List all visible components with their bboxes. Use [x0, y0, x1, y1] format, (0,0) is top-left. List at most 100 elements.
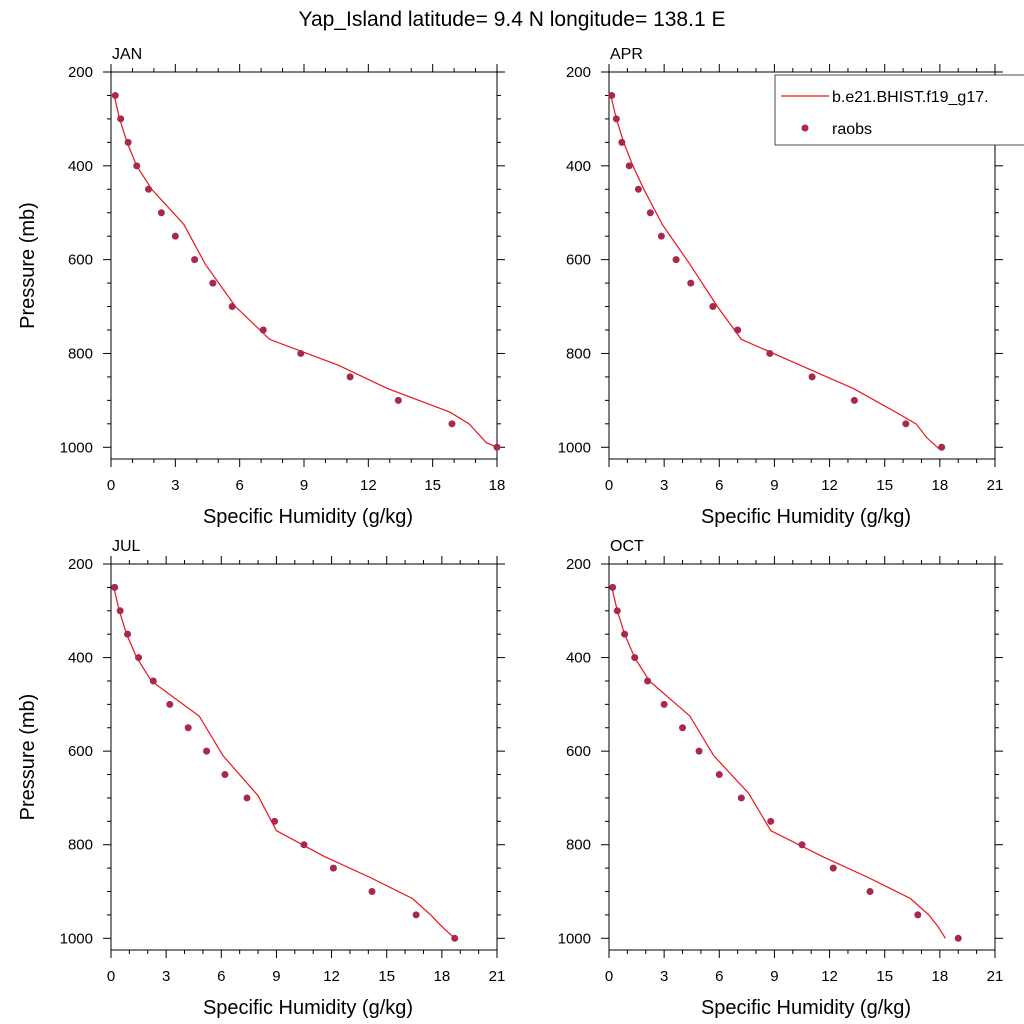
raobs-point [259, 326, 267, 334]
raobs-point [938, 443, 946, 451]
raobs-point [695, 747, 703, 755]
x-tick-label: 21 [987, 477, 1004, 494]
x-axis-label: Specific Humidity (g/kg) [203, 506, 413, 528]
x-tick-label: 9 [300, 477, 308, 494]
raobs-point [111, 583, 119, 591]
raobs-point [766, 349, 774, 357]
raobs-point [191, 256, 199, 264]
raobs-point [271, 817, 279, 825]
x-tick-label: 6 [217, 968, 225, 985]
raobs-point [346, 373, 354, 381]
raobs-point [672, 256, 680, 264]
x-tick-label: 0 [605, 968, 613, 985]
raobs-point [850, 396, 858, 404]
legend-obs-swatch [801, 124, 809, 132]
legend-box [774, 74, 1024, 146]
panel-label: JAN [112, 46, 142, 63]
x-tick-label: 6 [715, 477, 723, 494]
y-tick-label: 800 [566, 345, 591, 362]
raobs-point [609, 583, 617, 591]
raobs-point [209, 279, 217, 287]
y-tick-label: 400 [68, 650, 93, 667]
legend: b.e21.BHIST.f19_g17. raobs [774, 74, 1024, 146]
raobs-point [111, 91, 119, 99]
raobs-point [866, 888, 874, 896]
x-tick-label: 18 [434, 968, 451, 985]
plot-frame [110, 563, 498, 951]
model-series-line [113, 95, 498, 448]
y-tick-label: 1000 [558, 439, 591, 456]
raobs-point [914, 911, 922, 919]
x-tick-label: 12 [821, 477, 838, 494]
raobs-point [715, 771, 723, 779]
y-tick-label: 1000 [60, 930, 93, 947]
x-tick-label: 6 [715, 968, 723, 985]
raobs-point [412, 911, 420, 919]
y-tick-label: 600 [68, 743, 93, 760]
raobs-point [221, 771, 229, 779]
x-tick-label: 18 [489, 477, 506, 494]
raobs-point [124, 630, 132, 638]
raobs-point [228, 303, 236, 311]
x-tick-label: 3 [171, 477, 179, 494]
raobs-point [737, 794, 745, 802]
x-tick-label: 3 [660, 968, 668, 985]
raobs-point [657, 232, 665, 240]
y-tick-label: 200 [566, 64, 591, 81]
y-tick-label: 800 [68, 837, 93, 854]
raobs-point [493, 443, 501, 451]
raobs-point [184, 724, 192, 732]
raobs-point [767, 817, 775, 825]
legend-model-label: b.e21.BHIST.f19_g17. [832, 89, 989, 106]
x-tick-label: 9 [770, 477, 778, 494]
y-tick-label: 200 [566, 556, 591, 573]
x-tick-label: 0 [107, 477, 115, 494]
figure-title: Yap_Island latitude= 9.4 N longitude= 13… [299, 8, 726, 31]
x-tick-label: 12 [821, 968, 838, 985]
y-tick-label: 400 [566, 650, 591, 667]
raobs-point [451, 934, 459, 942]
raobs-point [646, 209, 654, 217]
raobs-point [171, 232, 179, 240]
y-tick-label: 800 [68, 345, 93, 362]
y-tick-label: 600 [68, 252, 93, 269]
raobs-point [709, 303, 717, 311]
x-tick-label: 18 [932, 968, 949, 985]
raobs-point [133, 162, 141, 170]
x-tick-label: 15 [424, 477, 441, 494]
model-series-line [611, 587, 946, 939]
raobs-point [243, 794, 251, 802]
y-tick-label: 400 [566, 158, 591, 175]
x-tick-label: 12 [323, 968, 340, 985]
raobs-point [660, 700, 668, 708]
y-tick-label: 200 [68, 556, 93, 573]
raobs-point [954, 934, 962, 942]
plot-frame [110, 71, 498, 460]
x-tick-label: 0 [107, 968, 115, 985]
panel-apr: 0 3 6 9 12 15 18 21 200 400 600 800 1000 APR Specific … [558, 46, 1004, 528]
raobs-point [679, 724, 687, 732]
raobs-point [808, 373, 816, 381]
x-tick-label: 3 [162, 968, 170, 985]
y-tick-label: 800 [566, 837, 591, 854]
y-tick-label: 400 [68, 158, 93, 175]
raobs-point [297, 349, 305, 357]
x-tick-label: 3 [660, 477, 668, 494]
raobs-point [621, 630, 629, 638]
raobs-point [166, 700, 174, 708]
raobs-point [116, 607, 124, 615]
x-tick-label: 6 [235, 477, 243, 494]
x-axis-label: Specific Humidity (g/kg) [203, 997, 413, 1019]
y-tick-label: 600 [566, 743, 591, 760]
x-tick-label: 9 [770, 968, 778, 985]
raobs-point [300, 841, 308, 849]
panel-label: OCT [610, 538, 644, 555]
x-axis-label: Specific Humidity (g/kg) [701, 997, 911, 1019]
plot-frame [608, 563, 996, 951]
panel-oct: 0 3 6 9 12 15 18 21 200 400 600 800 1000 OCT Specific … [558, 538, 1004, 1019]
y-axis-label: Pressure (mb) [17, 202, 39, 329]
panel-label: APR [610, 46, 643, 63]
plot-frame [608, 71, 996, 460]
raobs-point [618, 138, 626, 146]
